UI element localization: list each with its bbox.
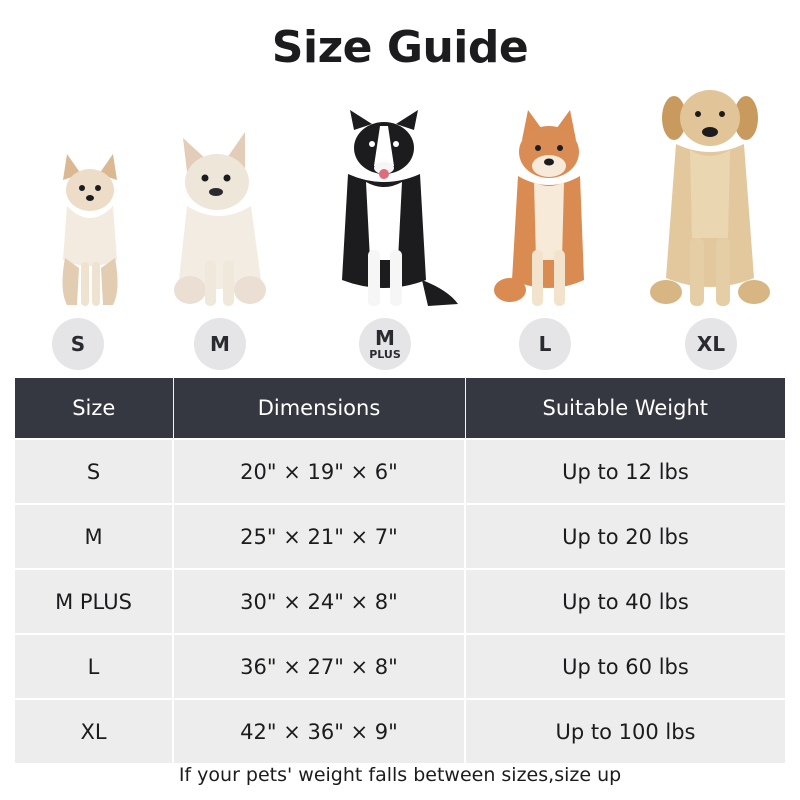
column-header-size: Size bbox=[15, 378, 174, 439]
golden-retriever-dog-icon bbox=[650, 90, 770, 306]
sizing-footnote: If your pets' weight falls between sizes… bbox=[178, 764, 622, 786]
cell-dimensions: 20" × 19" × 6" bbox=[173, 438, 466, 504]
size-badge-m: M bbox=[194, 318, 246, 370]
cell-weight: Up to 20 lbs bbox=[465, 503, 785, 569]
cell-dimensions: 36" × 27" × 8" bbox=[173, 633, 466, 699]
column-header-suitable-weight: Suitable Weight bbox=[465, 378, 785, 439]
size-table: Size Dimensions Suitable Weight S 20" × … bbox=[15, 378, 785, 763]
table-row: S 20" × 19" × 6" Up to 12 lbs bbox=[15, 438, 785, 504]
cell-size: M PLUS bbox=[15, 568, 174, 634]
cell-weight: Up to 12 lbs bbox=[465, 438, 785, 504]
size-badge-label: M bbox=[210, 332, 230, 356]
dog-illustrations bbox=[0, 80, 800, 310]
shiba-inu-dog-icon bbox=[494, 110, 584, 306]
size-badge-s: S bbox=[52, 318, 104, 370]
cell-weight: Up to 40 lbs bbox=[465, 568, 785, 634]
size-badges: S M M PLUS L XL bbox=[0, 318, 800, 374]
size-badge-m-plus: M PLUS bbox=[359, 318, 411, 370]
table-row: XL 42" × 36" × 9" Up to 100 lbs bbox=[15, 698, 785, 763]
column-header-dimensions: Dimensions bbox=[173, 378, 466, 439]
cell-size: S bbox=[15, 438, 174, 504]
chihuahua-dog-icon bbox=[62, 154, 118, 306]
cell-size: M bbox=[15, 503, 174, 569]
cell-weight: Up to 60 lbs bbox=[465, 633, 785, 699]
size-badge-sublabel: PLUS bbox=[369, 348, 401, 361]
table-header-row: Size Dimensions Suitable Weight bbox=[15, 378, 785, 439]
size-badge-label: XL bbox=[696, 332, 726, 356]
table-row: L 36" × 27" × 8" Up to 60 lbs bbox=[15, 633, 785, 699]
cell-weight: Up to 100 lbs bbox=[465, 698, 785, 763]
size-badge-label: S bbox=[70, 332, 86, 356]
page-title: Size Guide bbox=[271, 22, 529, 73]
size-badge-xl: XL bbox=[685, 318, 737, 370]
french-bulldog-dog-icon bbox=[174, 132, 266, 306]
size-badge-label: L bbox=[538, 332, 552, 356]
table-row: M PLUS 30" × 24" × 8" Up to 40 lbs bbox=[15, 568, 785, 634]
cell-size: XL bbox=[15, 698, 174, 763]
size-badge-l: L bbox=[519, 318, 571, 370]
cell-dimensions: 42" × 36" × 9" bbox=[173, 698, 466, 763]
size-badge-label: M bbox=[375, 326, 395, 350]
table-row: M 25" × 21" × 7" Up to 20 lbs bbox=[15, 503, 785, 569]
cell-size: L bbox=[15, 633, 174, 699]
cell-dimensions: 25" × 21" × 7" bbox=[173, 503, 466, 569]
border-collie-dog-icon bbox=[342, 110, 458, 306]
cell-dimensions: 30" × 24" × 8" bbox=[173, 568, 466, 634]
